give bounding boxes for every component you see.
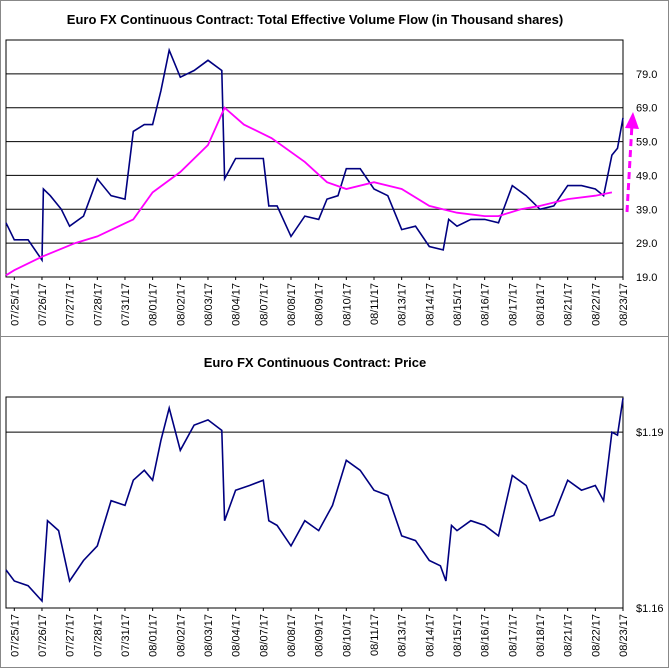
x-tick-label: 08/10/17 — [341, 283, 353, 326]
x-tick-label: 07/31/17 — [120, 283, 132, 326]
x-tick-label: 07/25/17 — [9, 283, 21, 326]
x-tick-label: 07/26/17 — [37, 283, 49, 326]
y-tick-label: 39.0 — [636, 204, 657, 216]
annotation-arrow — [625, 112, 639, 213]
x-tick-label: 07/28/17 — [92, 283, 104, 326]
y-tick-label: 69.0 — [636, 103, 657, 115]
y-tick-label: 79.0 — [636, 69, 657, 81]
x-tick-label: 08/22/17 — [590, 614, 602, 657]
x-tick-label: 07/27/17 — [65, 283, 77, 326]
x-tick-label: 08/23/17 — [618, 614, 630, 657]
x-tick-label: 07/27/17 — [65, 614, 77, 657]
x-tick-label: 08/11/17 — [369, 614, 381, 656]
x-tick-label: 08/17/17 — [507, 614, 519, 657]
x-tick-label: 08/15/17 — [452, 283, 464, 326]
y-tick-label: 29.0 — [636, 238, 657, 250]
arrow-head — [625, 112, 639, 129]
x-tick-label: 08/22/17 — [590, 283, 602, 326]
x-tick-label: 08/18/17 — [535, 614, 547, 657]
x-tick-label: 08/03/17 — [203, 614, 215, 657]
line-series — [5, 47, 624, 263]
x-tick-label: 08/01/17 — [148, 614, 160, 657]
x-tick-label: 07/25/17 — [9, 614, 21, 657]
chart-title: Euro FX Continuous Contract: Total Effec… — [67, 12, 563, 27]
x-tick-label: 08/14/17 — [424, 614, 436, 657]
plot-area — [5, 396, 624, 609]
plot-area — [5, 39, 624, 278]
x-tick-label: 07/31/17 — [120, 614, 132, 657]
x-tick-label: 08/23/17 — [618, 283, 630, 326]
x-tick-label: 08/16/17 — [480, 283, 492, 326]
dashed-arrow — [625, 123, 634, 213]
x-tick-label: 08/17/17 — [507, 283, 519, 326]
x-tick-label: 08/14/17 — [424, 283, 436, 326]
x-tick-label: 08/09/17 — [314, 283, 326, 326]
line-series — [5, 398, 624, 603]
x-tick-label: 08/08/17 — [286, 283, 298, 326]
x-tick-label: 08/13/17 — [397, 283, 409, 326]
x-tick-label: 08/07/17 — [258, 614, 270, 657]
x-tick-label: 08/18/17 — [535, 283, 547, 326]
y-tick-label: $1.16 — [636, 603, 664, 615]
x-tick-label: 08/10/17 — [341, 614, 353, 657]
x-tick-label: 08/04/17 — [231, 283, 243, 326]
chart-title: Euro FX Continuous Contract: Price — [204, 355, 426, 370]
x-tick-label: 08/07/17 — [258, 283, 270, 326]
x-tick-label: 08/21/17 — [563, 614, 575, 657]
x-tick-label: 08/15/17 — [452, 614, 464, 657]
x-tick-label: 08/03/17 — [203, 283, 215, 326]
y-tick-label: 49.0 — [636, 170, 657, 182]
x-tick-label: 08/02/17 — [175, 283, 187, 326]
x-tick-label: 08/21/17 — [563, 283, 575, 326]
x-tick-label: 08/11/17 — [369, 283, 381, 325]
x-tick-label: 07/26/17 — [37, 614, 49, 657]
x-tick-label: 08/02/17 — [175, 614, 187, 657]
x-tick-label: 08/01/17 — [148, 283, 160, 326]
line-series — [5, 106, 613, 277]
x-tick-label: 07/28/17 — [92, 614, 104, 657]
x-tick-label: 08/08/17 — [286, 614, 298, 657]
y-tick-label: 19.0 — [636, 272, 657, 284]
x-tick-label: 08/16/17 — [480, 614, 492, 657]
y-tick-label: $1.19 — [636, 427, 664, 439]
y-tick-label: 59.0 — [636, 137, 657, 149]
x-tick-label: 08/04/17 — [231, 614, 243, 657]
x-tick-label: 08/13/17 — [397, 614, 409, 657]
x-tick-label: 08/09/17 — [314, 614, 326, 657]
